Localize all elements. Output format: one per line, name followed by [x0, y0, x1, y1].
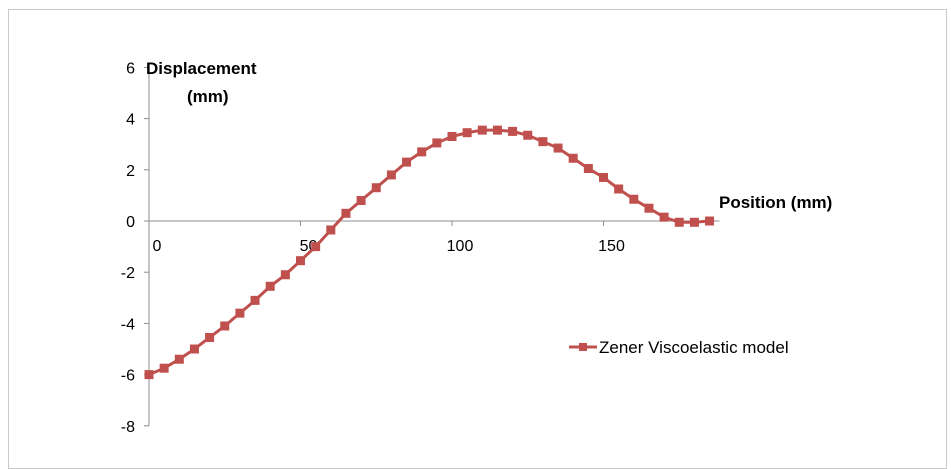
y-tick-label: 4 [126, 112, 135, 129]
legend-marker-swatch [579, 343, 587, 351]
data-point-marker [220, 321, 230, 331]
y-tick-label: -6 [121, 368, 135, 385]
y-tick-label: -8 [121, 419, 135, 436]
data-point-marker [341, 208, 351, 218]
data-point-marker [523, 130, 533, 140]
x-tick-label: 150 [598, 238, 625, 255]
data-point-marker [356, 196, 366, 206]
data-point-marker [705, 216, 715, 226]
x-axis-title: Position (mm) [719, 193, 832, 212]
data-point-marker [402, 157, 412, 167]
y-tick-label: 2 [126, 163, 135, 180]
y-tick-label: -4 [121, 316, 135, 333]
data-point-marker [371, 183, 381, 193]
data-point-marker [659, 212, 669, 222]
data-point-marker [492, 125, 502, 135]
data-point-marker [250, 295, 260, 305]
y-axis-title-line1: Displacement [146, 59, 257, 78]
data-point-marker [417, 147, 427, 157]
data-point-marker [235, 308, 245, 318]
data-point-marker [568, 153, 578, 163]
data-point-marker [477, 125, 487, 135]
y-tick-label: 6 [126, 60, 135, 77]
y-tick-label: 0 [126, 214, 135, 231]
data-point-marker [644, 203, 654, 213]
legend-label: Zener Viscoelastic model [599, 338, 789, 357]
data-point-marker [674, 217, 684, 227]
data-point-marker [614, 184, 624, 194]
data-point-marker [447, 132, 457, 142]
data-point-marker [189, 344, 199, 354]
data-point-marker [159, 363, 169, 373]
x-tick-label: 0 [153, 238, 162, 255]
x-tick-label: 100 [447, 238, 474, 255]
data-point-marker [599, 172, 608, 182]
series-layer [144, 125, 715, 380]
data-point-marker [689, 217, 699, 227]
data-point-marker [326, 225, 336, 235]
data-point-marker [462, 128, 472, 138]
data-point-marker [386, 170, 396, 180]
data-point-marker [296, 256, 305, 266]
data-point-marker [265, 281, 275, 291]
data-point-marker [280, 270, 290, 280]
y-axis-title-line2: (mm) [187, 87, 229, 106]
data-point-marker [432, 138, 442, 148]
data-point-marker [508, 126, 518, 136]
data-point-marker [629, 194, 639, 204]
data-point-marker [311, 242, 321, 252]
data-point-marker [583, 164, 593, 174]
data-point-marker [205, 332, 215, 342]
chart-frame: 6 4 2 0 -2 -4 -6 -8 0 50 100 150 Displacement (mm) … [8, 9, 947, 469]
y-tick-label: -2 [121, 265, 135, 282]
labels: Displacement (mm) Position (mm) [146, 59, 832, 212]
data-point-marker [553, 143, 563, 153]
data-point-marker [174, 354, 184, 364]
data-point-marker [538, 137, 548, 147]
legend: Zener Viscoelastic model [569, 338, 789, 357]
data-point-marker [144, 370, 154, 380]
